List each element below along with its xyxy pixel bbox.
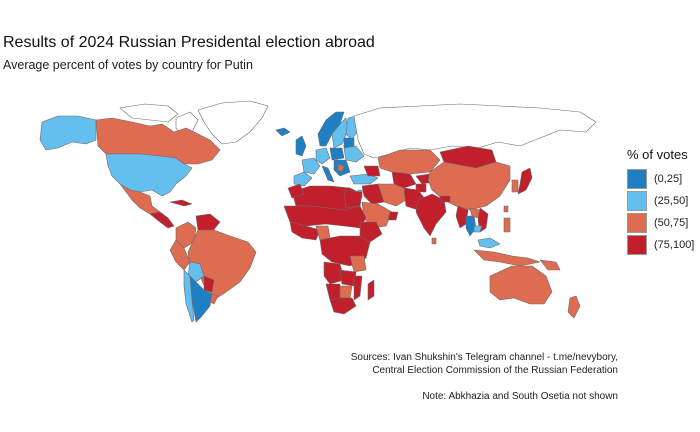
angola bbox=[323, 261, 345, 285]
bolivia bbox=[187, 261, 205, 283]
usa bbox=[105, 153, 193, 197]
legend-label-50-75: (50,75] bbox=[654, 217, 689, 229]
australia bbox=[489, 265, 553, 305]
legend-swatch-50-75 bbox=[627, 213, 647, 233]
zambia bbox=[339, 269, 357, 287]
new-zealand bbox=[567, 295, 581, 319]
legend-item-75-100: (75,100] bbox=[627, 235, 694, 255]
legend-label-75-100: (75,100] bbox=[654, 239, 695, 251]
serbia bbox=[337, 163, 345, 173]
legend-item-0-25: (0,25] bbox=[627, 169, 682, 189]
legend-title: % of votes bbox=[627, 147, 688, 162]
botswana bbox=[339, 285, 353, 299]
papua-new-guinea bbox=[539, 259, 561, 271]
nepal bbox=[439, 195, 451, 203]
philippines bbox=[503, 217, 511, 233]
iceland bbox=[275, 127, 291, 137]
greenland bbox=[197, 100, 269, 145]
korea bbox=[511, 179, 519, 193]
mozambique bbox=[353, 275, 363, 301]
canadian-arctic-islands bbox=[119, 103, 179, 123]
ethiopia bbox=[359, 221, 383, 243]
indonesia bbox=[473, 249, 541, 267]
cuba bbox=[169, 199, 193, 207]
tajikistan bbox=[415, 183, 427, 193]
footnote: Note: Abkhazia and South Osetia not show… bbox=[422, 391, 618, 402]
paraguay bbox=[203, 275, 215, 293]
iraq-syria bbox=[361, 183, 385, 205]
italy bbox=[321, 165, 335, 183]
uruguay bbox=[209, 293, 219, 305]
malaysia bbox=[477, 237, 501, 249]
taiwan bbox=[503, 205, 509, 213]
iran bbox=[377, 183, 407, 207]
turkey bbox=[349, 173, 379, 185]
madagascar bbox=[367, 279, 375, 301]
uzbekistan bbox=[391, 171, 417, 189]
egypt bbox=[343, 189, 363, 209]
tanzania bbox=[349, 255, 367, 273]
legend-label-25-50: (25,50] bbox=[654, 195, 689, 207]
morocco bbox=[287, 183, 305, 199]
poland bbox=[329, 147, 345, 161]
venezuela bbox=[195, 213, 221, 233]
belarus-ukraine bbox=[343, 145, 365, 163]
sources-line-1: Sources: Ivan Shukshin's Telegram channe… bbox=[350, 352, 618, 363]
uae bbox=[387, 211, 399, 221]
france bbox=[301, 157, 321, 175]
legend-item-50-75: (50,75] bbox=[627, 213, 688, 233]
central-america bbox=[149, 211, 175, 229]
caucasus bbox=[363, 165, 381, 177]
spain bbox=[293, 171, 313, 187]
legend-swatch-0-25 bbox=[627, 169, 647, 189]
legend-swatch-25-50 bbox=[627, 191, 647, 211]
south-africa bbox=[329, 297, 357, 315]
sources-line-2: Central Election Commission of the Russi… bbox=[372, 365, 618, 376]
myanmar bbox=[455, 205, 469, 229]
sri-lanka bbox=[431, 237, 437, 245]
legend-item-25-50: (25,50] bbox=[627, 191, 688, 211]
cambodia bbox=[473, 225, 483, 233]
india bbox=[415, 193, 447, 237]
west-africa bbox=[289, 221, 321, 241]
alaska bbox=[39, 115, 97, 151]
map-subtitle: Average percent of votes by country for … bbox=[3, 58, 253, 72]
russia bbox=[353, 103, 597, 159]
uk bbox=[295, 135, 307, 157]
germany bbox=[315, 147, 331, 165]
sources-note: Sources: Ivan Shukshin's Telegram channe… bbox=[351, 351, 618, 377]
map-title: Results of 2024 Russian Presidental elec… bbox=[3, 34, 375, 51]
legend-swatch-75-100 bbox=[627, 235, 647, 255]
nigeria bbox=[315, 225, 331, 241]
japan bbox=[517, 167, 533, 195]
legend-label-0-25: (0,25] bbox=[654, 173, 683, 185]
argentina bbox=[189, 275, 213, 323]
laos bbox=[469, 207, 481, 219]
namibia bbox=[325, 283, 341, 301]
